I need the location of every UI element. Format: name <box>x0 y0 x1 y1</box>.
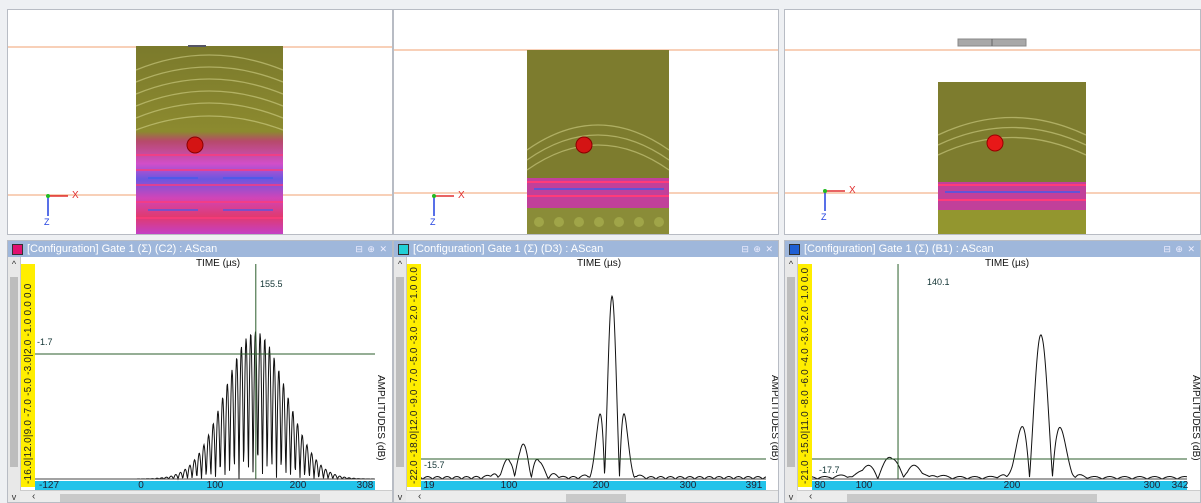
vertical-scrollbar[interactable]: ^ v <box>394 257 407 502</box>
x-tick: 200 <box>592 480 610 491</box>
x-tick: 19 <box>423 480 435 491</box>
amplitude-axis-title: AMPLITUDES (dB) <box>769 375 779 461</box>
ascan-plot[interactable]: ^ v -22.0 -18.0|12.0 -9.0 -7.0 -5.0 -3.0… <box>394 257 779 502</box>
gate-level-value: -1.7 <box>37 337 53 347</box>
time-axis-title: TIME (µs) <box>195 258 241 269</box>
x-tick: 342 <box>1171 480 1189 491</box>
amplitude-scale-bar <box>407 264 421 487</box>
panel-title: [Configuration] Gate 1 (Σ) (D3) : AScan <box>413 243 604 255</box>
scroll-thumb[interactable] <box>787 277 795 467</box>
cscan-view-1[interactable]: X Z <box>7 9 393 235</box>
ascan-plot[interactable]: ^ v -16.0|12.0|9.0 -7.0 -5.0 -3.0|2.0 -1… <box>8 257 392 502</box>
x-axis-label: X <box>72 190 79 201</box>
amplitude-scale-labels: -22.0 -18.0|12.0 -9.0 -7.0 -5.0 -3.0 -2.… <box>409 266 420 484</box>
column-3: X Z [Configuration] Gate 1 (Σ) (B1) : AS… <box>784 0 1201 503</box>
x-tick: 391 <box>745 480 763 491</box>
time-axis-bar: 19 100 200 300 391 <box>421 480 766 491</box>
hscroll-thumb[interactable] <box>566 494 626 502</box>
time-axis-bar: -127 0 100 200 308 <box>35 480 375 491</box>
panel-title: [Configuration] Gate 1 (Σ) (B1) : AScan <box>804 243 994 255</box>
window-controls[interactable]: ⊟ ⊕ ✕ <box>355 244 388 254</box>
simulation-image-2 <box>394 49 778 234</box>
amplitude-axis-title: AMPLITUDES (dB) <box>375 375 386 461</box>
gate-level-value: -17.7 <box>819 465 840 475</box>
scroll-down-icon[interactable]: v <box>788 492 794 502</box>
amplitude-scale: -22.0 -18.0|12.0 -9.0 -7.0 -5.0 -3.0 -2.… <box>407 264 421 487</box>
scroll-up-icon[interactable]: ^ <box>11 259 17 269</box>
amplitude-scale-labels: -21.0 -15.0|11.0 -8.0 -6.0 -4.0 -3.0 -2.… <box>800 267 811 484</box>
panel-titlebar[interactable]: [Configuration] Gate 1 (Σ) (B1) : AScan … <box>785 241 1200 257</box>
cscan-view-2[interactable]: X Z <box>393 9 779 235</box>
column-1: X Z [Configuration] Gate 1 (Σ) (C2) : AS… <box>7 0 393 503</box>
scroll-left-icon[interactable]: ‹ <box>418 491 422 502</box>
hscroll-thumb[interactable] <box>847 494 1097 502</box>
window-controls[interactable]: ⊟ ⊕ ✕ <box>741 244 774 254</box>
x-tick: 100 <box>855 480 873 491</box>
amplitude-scale-labels: -16.0|12.0|9.0 -7.0 -5.0 -3.0|2.0 -1.0 0… <box>23 283 34 484</box>
z-axis-label: Z <box>430 217 436 227</box>
panel-title: [Configuration] Gate 1 (Σ) (C2) : AScan <box>27 243 218 255</box>
x-tick: -127 <box>38 480 60 491</box>
amplitude-scale: -21.0 -15.0|11.0 -8.0 -6.0 -4.0 -3.0 -2.… <box>798 264 812 487</box>
x-tick: 100 <box>206 480 224 491</box>
z-axis-label: Z <box>821 212 827 222</box>
horizontal-scrollbar[interactable]: ‹ <box>20 490 392 502</box>
time-axis-title: TIME (µs) <box>984 258 1030 269</box>
vertical-scrollbar[interactable]: ^ v <box>785 257 798 502</box>
panel-titlebar[interactable]: [Configuration] Gate 1 (Σ) (D3) : AScan … <box>394 241 778 257</box>
x-tick: 80 <box>814 480 826 491</box>
scroll-left-icon[interactable]: ‹ <box>809 491 813 502</box>
z-axis-label: Z <box>44 217 50 227</box>
hscroll-thumb[interactable] <box>60 494 320 502</box>
ascan-panel-2[interactable]: [Configuration] Gate 1 (Σ) (D3) : AScan … <box>393 240 779 503</box>
waveform-trace <box>421 294 766 480</box>
ascan-plot[interactable]: ^ v -21.0 -15.0|11.0 -8.0 -6.0 -4.0 -3.0… <box>785 257 1201 502</box>
x-tick: 308 <box>356 480 374 491</box>
color-swatch-icon <box>398 243 409 255</box>
simulation-image-1 <box>8 45 392 234</box>
scroll-left-icon[interactable]: ‹ <box>32 491 36 502</box>
x-tick: 300 <box>679 480 697 491</box>
cursor-time-value: 140.1 <box>927 277 950 287</box>
amplitude-scale-bar <box>21 264 35 487</box>
amplitude-scale: -16.0|12.0|9.0 -7.0 -5.0 -3.0|2.0 -1.0 0… <box>21 264 35 487</box>
amplitude-scale-bar <box>798 264 812 487</box>
scroll-up-icon[interactable]: ^ <box>788 259 794 269</box>
scroll-thumb[interactable] <box>396 277 404 467</box>
x-tick: 300 <box>1143 480 1161 491</box>
waveform-trace <box>812 334 1187 480</box>
time-axis-title: TIME (µs) <box>576 258 622 269</box>
scroll-down-icon[interactable]: v <box>397 492 403 502</box>
scroll-down-icon[interactable]: v <box>11 492 17 502</box>
ascan-panel-3[interactable]: [Configuration] Gate 1 (Σ) (B1) : AScan … <box>784 240 1201 503</box>
ascan-panel-1[interactable]: [Configuration] Gate 1 (Σ) (C2) : AScan … <box>7 240 393 503</box>
window-controls[interactable]: ⊟ ⊕ ✕ <box>1163 244 1196 254</box>
cscan-view-3[interactable]: X Z <box>784 9 1201 235</box>
simulation-image-3 <box>785 38 1200 234</box>
vertical-scrollbar[interactable]: ^ v <box>8 257 21 502</box>
x-tick: 200 <box>289 480 307 491</box>
x-tick: 0 <box>138 480 144 491</box>
x-axis-label: X <box>849 185 856 196</box>
horizontal-scrollbar[interactable]: ‹ <box>797 490 1200 502</box>
x-tick: 100 <box>500 480 518 491</box>
x-tick: 200 <box>1003 480 1021 491</box>
column-2: X Z [Configuration] Gate 1 (Σ) (D3) : AS… <box>393 0 779 503</box>
ascan-waveform <box>421 294 766 480</box>
scroll-up-icon[interactable]: ^ <box>397 259 403 269</box>
color-swatch-icon <box>789 243 800 255</box>
scroll-thumb[interactable] <box>10 277 18 467</box>
color-swatch-icon <box>12 243 23 255</box>
panel-titlebar[interactable]: [Configuration] Gate 1 (Σ) (C2) : AScan … <box>8 241 392 257</box>
ascan-waveform <box>35 264 375 481</box>
horizontal-scrollbar[interactable]: ‹ <box>406 490 778 502</box>
x-axis-label: X <box>458 190 465 201</box>
cursor-time-value: 155.5 <box>260 279 283 289</box>
ascan-waveform <box>812 264 1187 480</box>
amplitude-axis-title: AMPLITUDES (dB) <box>1190 375 1201 461</box>
gate-level-value: -15.7 <box>424 460 445 470</box>
time-axis-bar: 80 100 200 300 342 <box>812 480 1189 491</box>
